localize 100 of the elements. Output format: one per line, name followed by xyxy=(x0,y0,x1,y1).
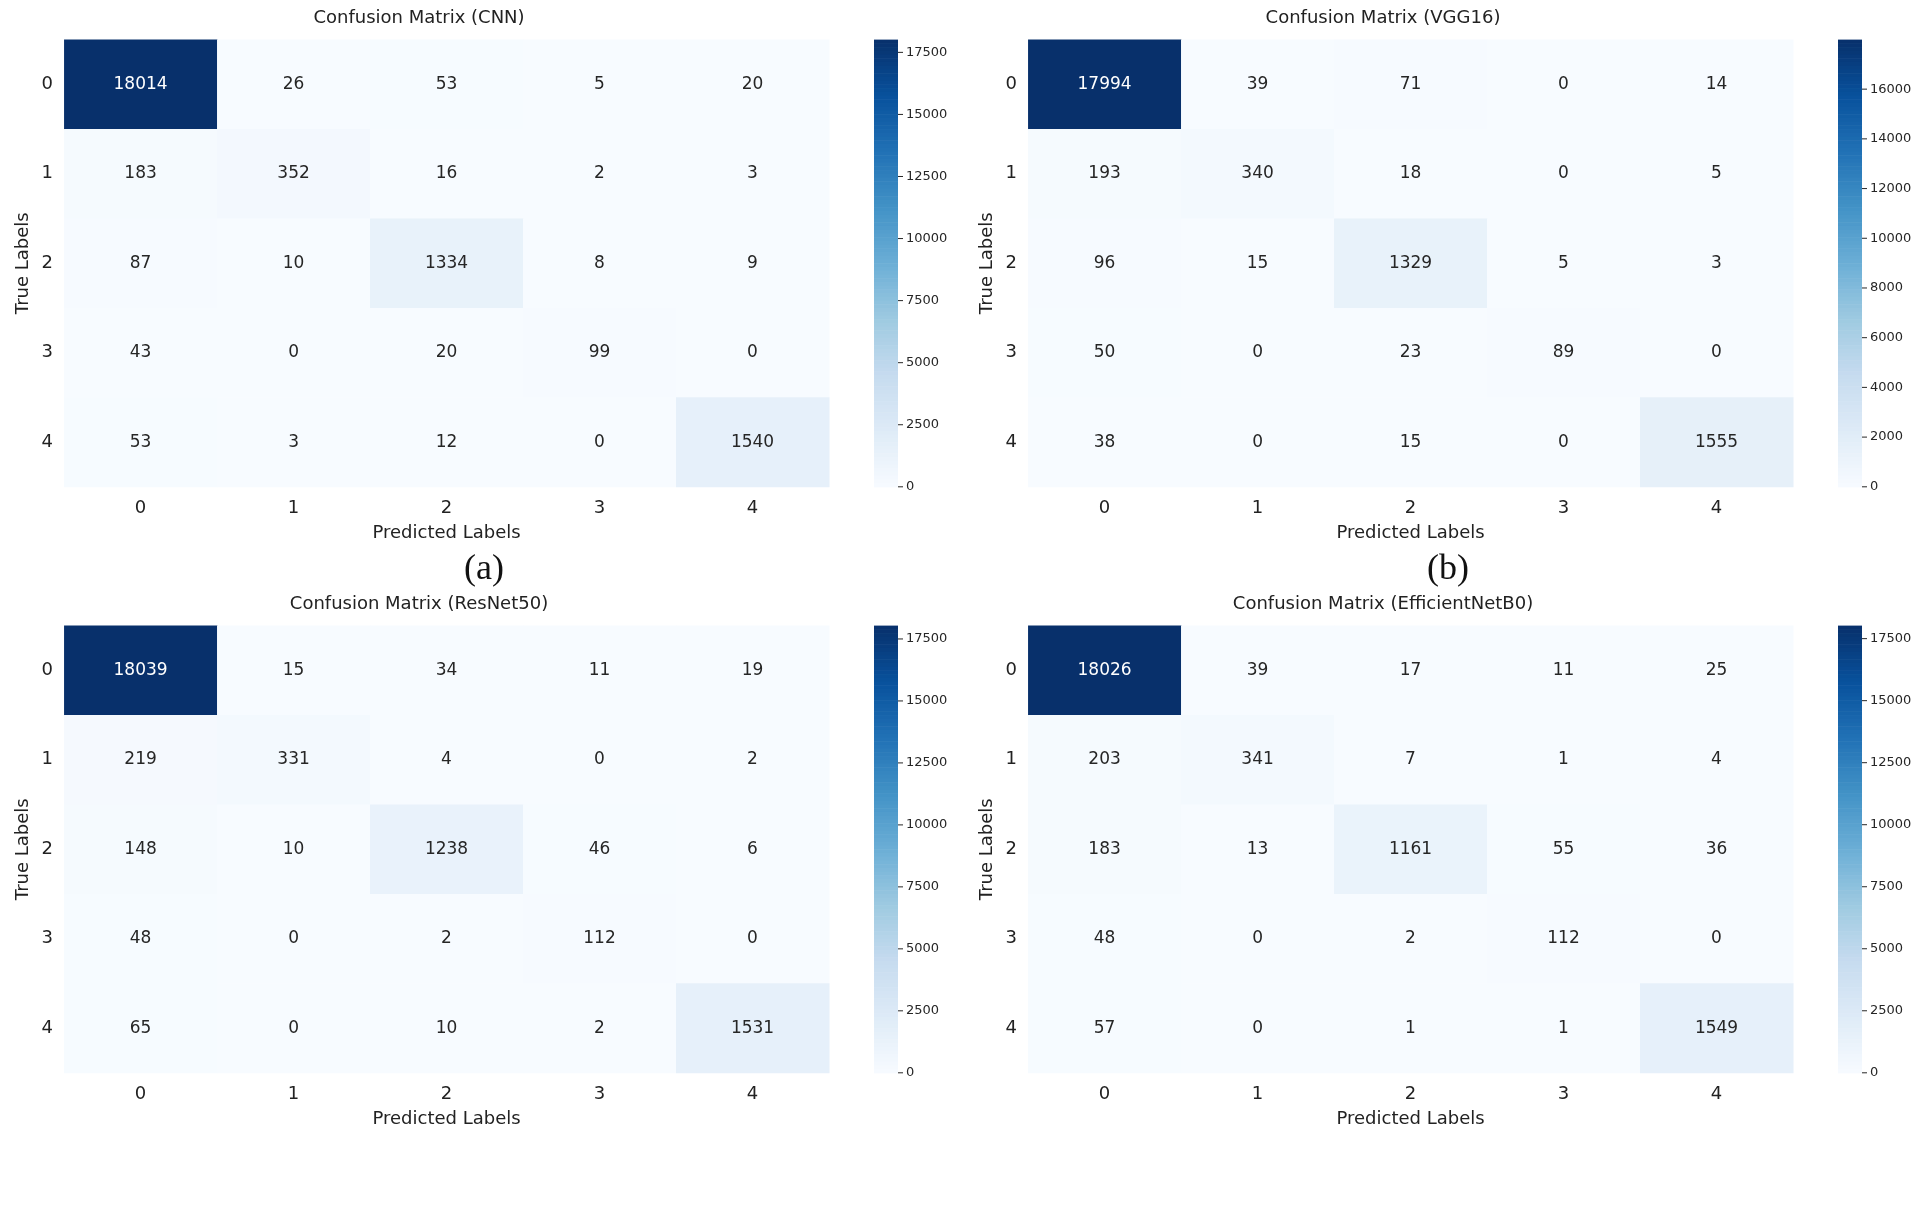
data-label: 20 xyxy=(435,341,458,362)
x-tick-label: 3 xyxy=(593,496,606,518)
data-label: 16 xyxy=(435,162,458,183)
data-label: 34 xyxy=(435,658,458,679)
data-label: 38 xyxy=(1093,430,1116,451)
y-tick-label: 4 xyxy=(1005,429,1018,451)
x-tick-label: 0 xyxy=(134,1082,147,1104)
data-label: 0 xyxy=(1252,430,1263,451)
x-tick-label: 2 xyxy=(1404,496,1417,518)
y-tick-label: 0 xyxy=(1005,657,1018,679)
data-label: 1555 xyxy=(1694,430,1739,451)
data-label: 48 xyxy=(129,927,152,948)
color-bar-label: 15000 xyxy=(906,692,948,708)
x-tick-label: 0 xyxy=(134,496,147,518)
data-label: 2 xyxy=(594,1016,605,1037)
data-label: 89 xyxy=(1552,341,1575,362)
y-tick-label: 2 xyxy=(41,250,54,272)
x-tick-label: 4 xyxy=(1710,1082,1723,1104)
color-bar-label: 2000 xyxy=(1870,428,1904,444)
color-bar-label: 5000 xyxy=(1870,940,1904,956)
x-tick-label: 1 xyxy=(1251,496,1264,518)
data-label: 1 xyxy=(1558,748,1569,769)
x-tick-label: 0 xyxy=(1098,1082,1111,1104)
y-tick-label: 2 xyxy=(41,836,54,858)
chart-title: Confusion Matrix (VGG16) xyxy=(1265,6,1501,28)
data-label: 43 xyxy=(129,341,152,362)
y-tick-label: 3 xyxy=(1005,926,1018,948)
x-tick-label: 2 xyxy=(440,496,453,518)
data-label: 1 xyxy=(1405,1016,1416,1037)
data-label: 19 xyxy=(741,658,764,679)
data-label: 17 xyxy=(1399,658,1422,679)
color-bar-label: 12500 xyxy=(906,167,948,183)
y-tick-label: 1 xyxy=(1005,161,1018,183)
data-label: 15 xyxy=(1246,251,1269,272)
y-tick-label: 3 xyxy=(41,926,54,948)
data-label: 26 xyxy=(282,72,305,93)
y-tick-label: 3 xyxy=(1005,340,1018,362)
data-label: 6 xyxy=(747,837,758,858)
data-label: 183 xyxy=(124,162,157,183)
data-label: 55 xyxy=(1552,837,1575,858)
data-label: 203 xyxy=(1088,748,1121,769)
data-label: 65 xyxy=(129,1016,152,1037)
y-axis-title: True Labels xyxy=(11,798,33,902)
data-label: 7 xyxy=(1405,748,1416,769)
data-label: 11 xyxy=(1552,658,1575,679)
y-tick-label: 3 xyxy=(41,340,54,362)
text: (a) xyxy=(464,546,504,589)
data-label: 17994 xyxy=(1077,72,1132,93)
x-tick-label: 2 xyxy=(1404,1082,1417,1104)
data-label: 0 xyxy=(1711,341,1722,362)
data-label: 5 xyxy=(1711,162,1722,183)
x-tick-label: 3 xyxy=(1557,1082,1570,1104)
color-bar-label: 10000 xyxy=(906,229,948,245)
data-label: 8 xyxy=(594,251,605,272)
data-label: 36 xyxy=(1705,837,1728,858)
data-label: 0 xyxy=(1252,927,1263,948)
color-bar-label: 5000 xyxy=(906,354,940,370)
y-tick-label: 4 xyxy=(41,429,54,451)
color-bar-label: 14000 xyxy=(1870,130,1912,146)
data-label: 1161 xyxy=(1388,837,1433,858)
data-label: 112 xyxy=(583,927,616,948)
color-bar-label: 5000 xyxy=(906,940,940,956)
data-label: 48 xyxy=(1093,927,1116,948)
y-axis-title: True Labels xyxy=(975,212,997,316)
data-label: 341 xyxy=(1241,748,1274,769)
color-bar-label: 15000 xyxy=(906,105,948,121)
data-label: 1329 xyxy=(1388,251,1433,272)
data-label: 3 xyxy=(288,430,299,451)
x-tick-label: 3 xyxy=(1557,496,1570,518)
x-axis-title: Predicted Labels xyxy=(372,1106,521,1128)
data-label: 0 xyxy=(747,927,758,948)
data-label: 2 xyxy=(594,162,605,183)
y-axis-title: True Labels xyxy=(975,798,997,902)
data-label: 39 xyxy=(1246,658,1269,679)
color-bar-label: 17500 xyxy=(1870,630,1912,646)
chart-title: Confusion Matrix (ResNet50) xyxy=(289,592,549,614)
color-bar-label: 17500 xyxy=(906,630,948,646)
y-tick-label: 2 xyxy=(1005,836,1018,858)
y-tick-label: 1 xyxy=(1005,747,1018,769)
data-label: 0 xyxy=(288,927,299,948)
data-label: 53 xyxy=(435,72,458,93)
data-label: 0 xyxy=(594,748,605,769)
data-label: 18026 xyxy=(1077,658,1132,679)
color-bar-label: 7500 xyxy=(906,291,940,307)
data-label: 15 xyxy=(282,658,305,679)
color-bar-label: 15000 xyxy=(1870,692,1912,708)
x-axis-title: Predicted Labels xyxy=(1336,1106,1485,1128)
data-label: 10 xyxy=(282,837,305,858)
color-bar-label: 10000 xyxy=(1870,229,1912,245)
x-tick-label: 1 xyxy=(287,1082,300,1104)
data-label: 57 xyxy=(1093,1016,1116,1037)
data-label: 1334 xyxy=(424,251,469,272)
x-axis-title: Predicted Labels xyxy=(372,520,521,542)
data-label: 99 xyxy=(588,341,611,362)
x-tick-label: 4 xyxy=(746,1082,759,1104)
data-label: 0 xyxy=(1558,430,1569,451)
data-label: 112 xyxy=(1547,927,1580,948)
y-tick-label: 4 xyxy=(41,1015,54,1037)
data-label: 71 xyxy=(1399,72,1422,93)
x-axis-title: Predicted Labels xyxy=(1336,520,1485,542)
